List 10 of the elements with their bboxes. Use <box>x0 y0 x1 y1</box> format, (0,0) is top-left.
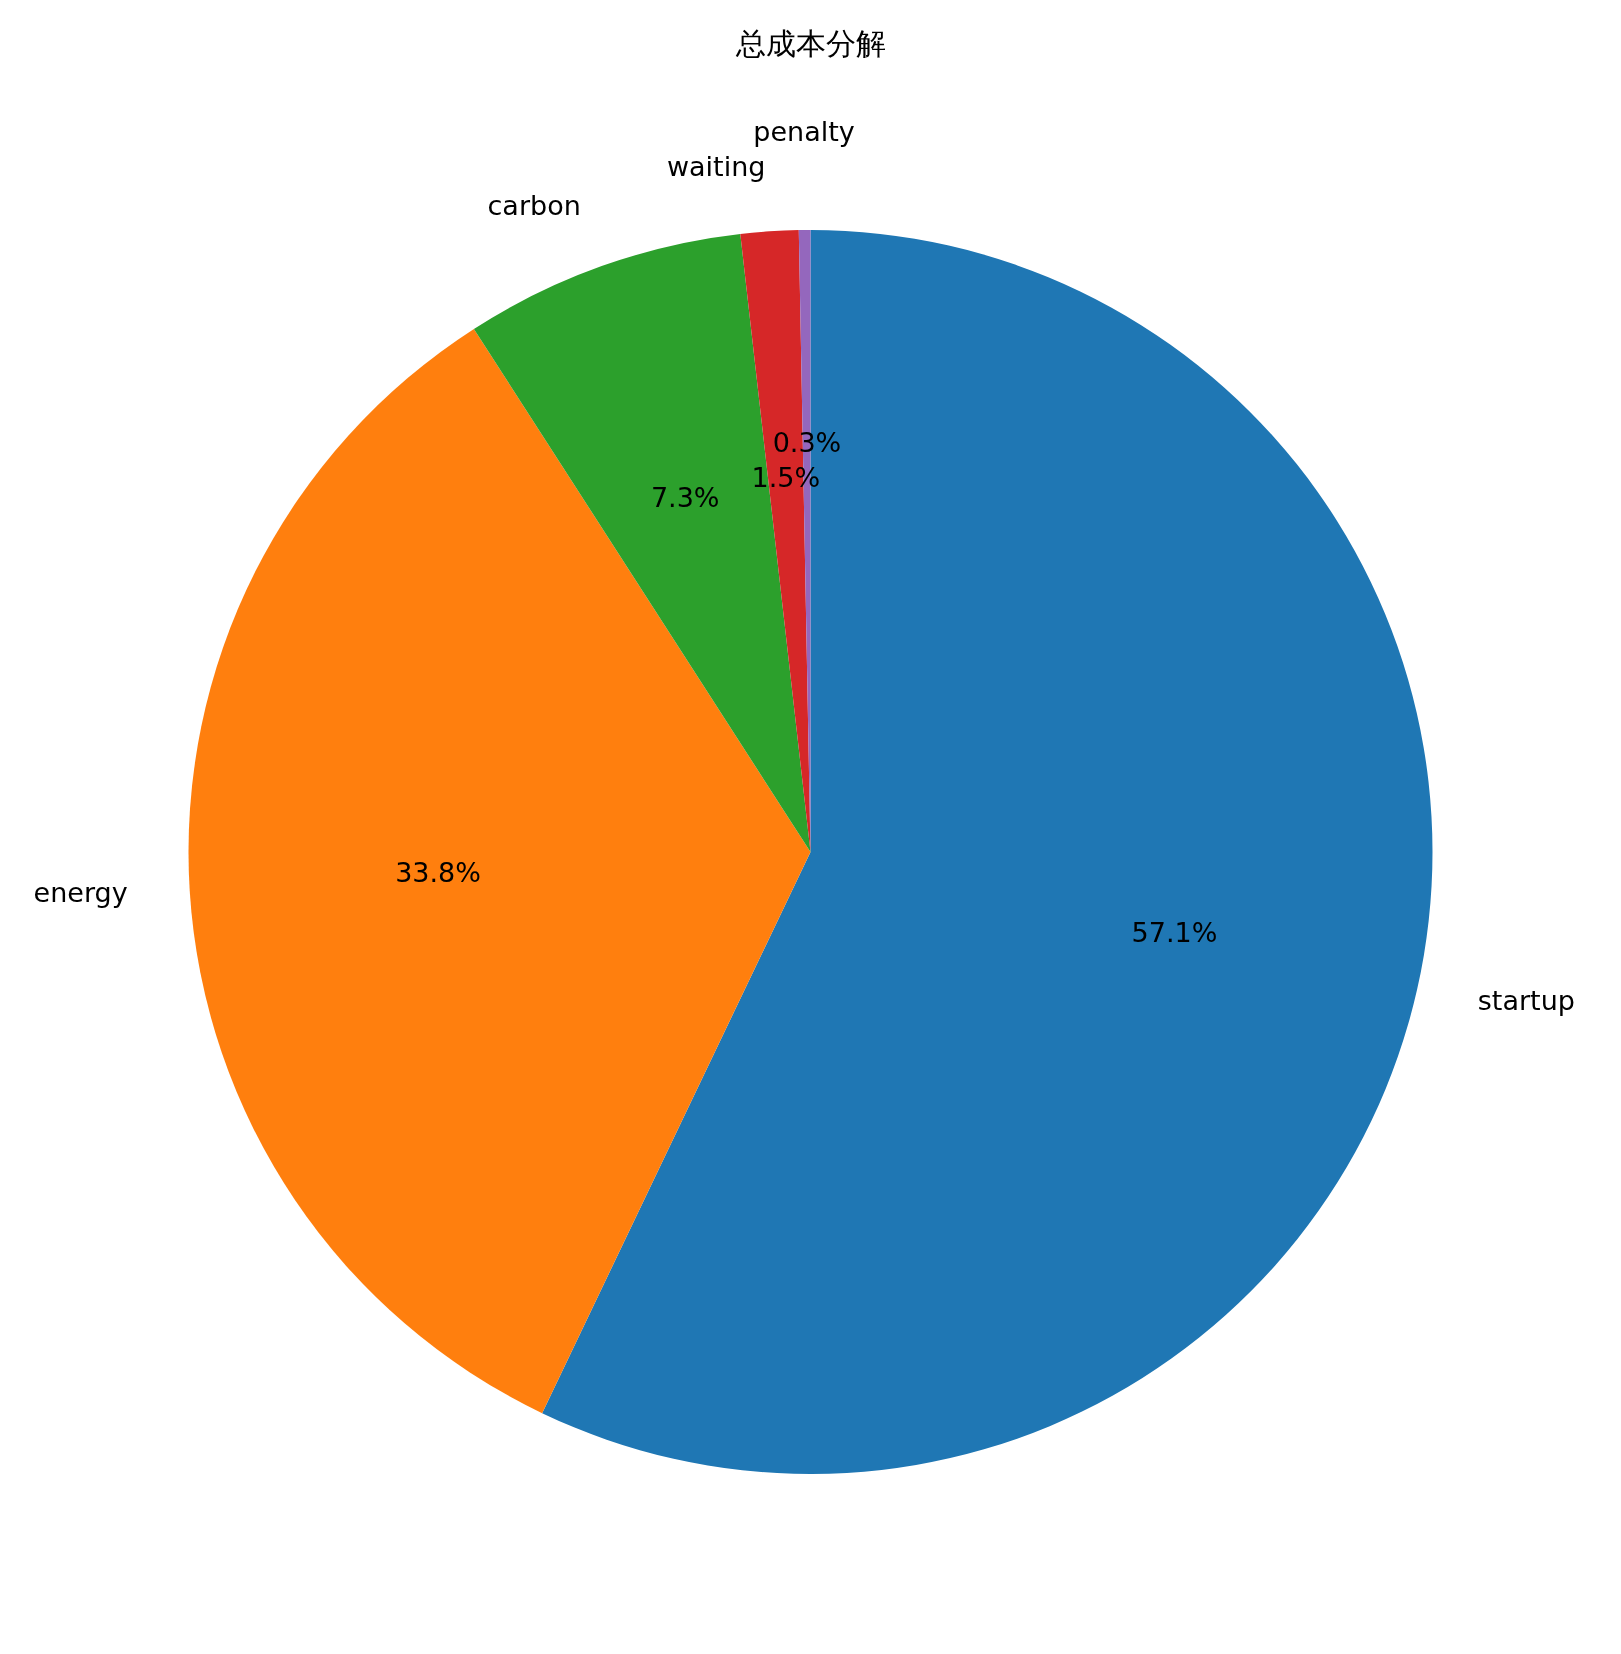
slice-label: carbon <box>487 189 581 221</box>
slice-label: penalty <box>753 115 855 147</box>
data-label: 0.3% <box>772 426 842 458</box>
slice-label: waiting <box>666 151 766 183</box>
data-label: 7.3% <box>650 482 720 514</box>
data-label: 57.1% <box>1131 916 1218 948</box>
data-label: 33.8% <box>395 857 481 889</box>
slice-label: energy <box>33 876 128 908</box>
slice-label: startup <box>1477 985 1575 1017</box>
chart-title: 总成本分解 <box>734 25 886 61</box>
